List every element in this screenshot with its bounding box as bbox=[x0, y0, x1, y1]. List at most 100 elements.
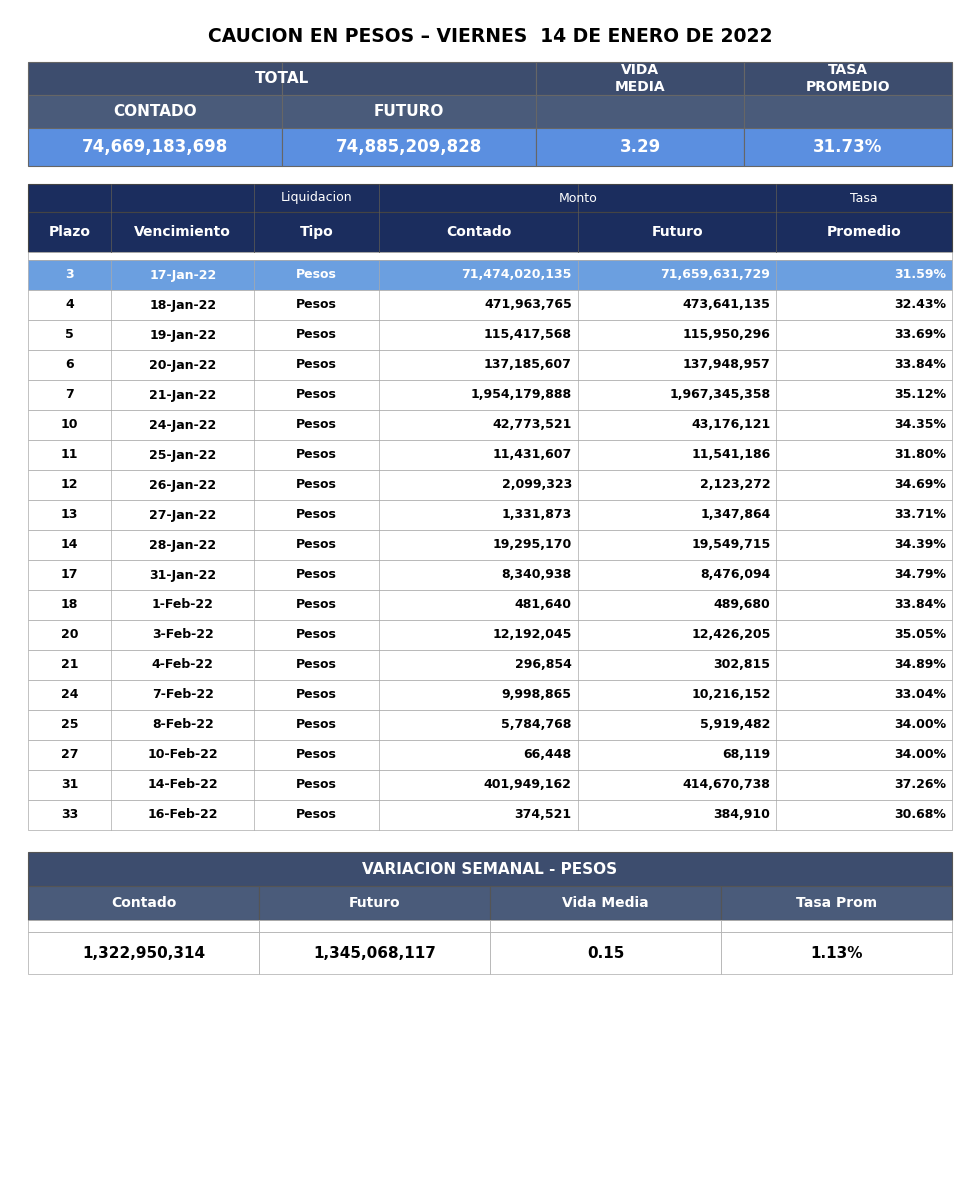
Text: 35.05%: 35.05% bbox=[894, 629, 946, 641]
Text: Tasa: Tasa bbox=[851, 192, 878, 205]
Text: Pesos: Pesos bbox=[296, 659, 337, 672]
Bar bbox=[721, 932, 952, 974]
Text: 34.39%: 34.39% bbox=[894, 538, 946, 551]
Text: 414,670,738: 414,670,738 bbox=[682, 779, 770, 792]
Text: 3.29: 3.29 bbox=[619, 138, 661, 156]
Text: Promedio: Promedio bbox=[827, 225, 902, 238]
Text: 14-Feb-22: 14-Feb-22 bbox=[147, 779, 219, 792]
Text: Pesos: Pesos bbox=[296, 569, 337, 581]
Bar bbox=[28, 320, 952, 350]
Text: 1,331,873: 1,331,873 bbox=[502, 508, 571, 521]
Text: 24-Jan-22: 24-Jan-22 bbox=[149, 418, 217, 431]
Text: 31-Jan-22: 31-Jan-22 bbox=[149, 569, 217, 581]
Text: 115,950,296: 115,950,296 bbox=[682, 328, 770, 341]
Text: Pesos: Pesos bbox=[296, 779, 337, 792]
Bar bbox=[28, 380, 952, 410]
Bar bbox=[721, 887, 952, 920]
Text: 33.84%: 33.84% bbox=[894, 599, 946, 611]
Bar bbox=[28, 710, 952, 740]
Text: 68,119: 68,119 bbox=[722, 749, 770, 762]
Bar bbox=[259, 887, 490, 920]
Text: Futuro: Futuro bbox=[652, 225, 703, 238]
Bar bbox=[28, 680, 952, 710]
Text: 384,910: 384,910 bbox=[713, 809, 770, 822]
Text: 37.26%: 37.26% bbox=[894, 779, 946, 792]
Bar bbox=[721, 920, 952, 932]
Bar bbox=[28, 62, 282, 95]
Text: 33: 33 bbox=[61, 809, 78, 822]
Text: 302,815: 302,815 bbox=[713, 659, 770, 672]
Text: Pesos: Pesos bbox=[296, 268, 337, 282]
Text: 115,417,568: 115,417,568 bbox=[484, 328, 571, 341]
Text: 34.00%: 34.00% bbox=[894, 719, 946, 732]
Text: 12,426,205: 12,426,205 bbox=[691, 629, 770, 641]
Bar bbox=[28, 440, 952, 470]
Text: 1,347,864: 1,347,864 bbox=[700, 508, 770, 521]
Text: Pesos: Pesos bbox=[296, 629, 337, 641]
Text: 12,192,045: 12,192,045 bbox=[492, 629, 571, 641]
Text: 11,431,607: 11,431,607 bbox=[493, 448, 571, 461]
Bar bbox=[744, 128, 952, 167]
Text: Liquidacion: Liquidacion bbox=[281, 192, 353, 205]
Text: 31: 31 bbox=[61, 779, 78, 792]
Text: 5: 5 bbox=[66, 328, 74, 341]
Text: Tasa Prom: Tasa Prom bbox=[796, 896, 877, 910]
Text: 9,998,865: 9,998,865 bbox=[502, 689, 571, 702]
Text: Pesos: Pesos bbox=[296, 418, 337, 431]
Bar bbox=[28, 621, 952, 651]
Text: Pesos: Pesos bbox=[296, 388, 337, 401]
Bar bbox=[744, 62, 952, 95]
Text: 1-Feb-22: 1-Feb-22 bbox=[152, 599, 214, 611]
Text: 8,476,094: 8,476,094 bbox=[700, 569, 770, 581]
Text: 10: 10 bbox=[61, 418, 78, 431]
Bar bbox=[28, 852, 952, 887]
Bar bbox=[259, 932, 490, 974]
Text: 296,854: 296,854 bbox=[514, 659, 571, 672]
Text: 17-Jan-22: 17-Jan-22 bbox=[149, 268, 217, 282]
Text: 71,659,631,729: 71,659,631,729 bbox=[661, 268, 770, 282]
Text: 473,641,135: 473,641,135 bbox=[682, 298, 770, 311]
Text: Pesos: Pesos bbox=[296, 358, 337, 371]
Text: Pesos: Pesos bbox=[296, 538, 337, 551]
Bar bbox=[490, 920, 721, 932]
Text: 26-Jan-22: 26-Jan-22 bbox=[149, 478, 217, 491]
Text: 27-Jan-22: 27-Jan-22 bbox=[149, 508, 217, 521]
Text: 16-Feb-22: 16-Feb-22 bbox=[148, 809, 218, 822]
Text: VIDA
MEDIA: VIDA MEDIA bbox=[614, 63, 665, 93]
Text: 1,954,179,888: 1,954,179,888 bbox=[470, 388, 571, 401]
Text: 25: 25 bbox=[61, 719, 78, 732]
Text: 12: 12 bbox=[61, 478, 78, 491]
Text: 20: 20 bbox=[61, 629, 78, 641]
Text: 14: 14 bbox=[61, 538, 78, 551]
Text: Pesos: Pesos bbox=[296, 448, 337, 461]
Text: 17: 17 bbox=[61, 569, 78, 581]
Bar bbox=[28, 651, 952, 680]
Text: 28-Jan-22: 28-Jan-22 bbox=[149, 538, 217, 551]
Bar bbox=[536, 128, 744, 167]
Text: 19-Jan-22: 19-Jan-22 bbox=[149, 328, 217, 341]
Text: 374,521: 374,521 bbox=[514, 809, 571, 822]
Bar bbox=[28, 260, 952, 290]
Text: 71,474,020,135: 71,474,020,135 bbox=[462, 268, 571, 282]
Text: CAUCION EN PESOS – VIERNES  14 DE ENERO DE 2022: CAUCION EN PESOS – VIERNES 14 DE ENERO D… bbox=[208, 26, 772, 46]
Text: 25-Jan-22: 25-Jan-22 bbox=[149, 448, 217, 461]
Bar bbox=[536, 62, 744, 95]
Text: 34.35%: 34.35% bbox=[894, 418, 946, 431]
Text: Tipo: Tipo bbox=[300, 225, 333, 238]
Text: Vida Media: Vida Media bbox=[563, 896, 649, 910]
Text: 74,885,209,828: 74,885,209,828 bbox=[336, 138, 482, 156]
Text: 1,345,068,117: 1,345,068,117 bbox=[313, 945, 436, 961]
Bar bbox=[28, 740, 952, 770]
Text: TOTAL: TOTAL bbox=[255, 71, 310, 86]
Text: 401,949,162: 401,949,162 bbox=[484, 779, 571, 792]
Bar bbox=[28, 252, 952, 260]
Text: 3-Feb-22: 3-Feb-22 bbox=[152, 629, 214, 641]
Text: 18: 18 bbox=[61, 599, 78, 611]
Text: Futuro: Futuro bbox=[349, 896, 400, 910]
Text: 489,680: 489,680 bbox=[713, 599, 770, 611]
Text: 19,549,715: 19,549,715 bbox=[691, 538, 770, 551]
Text: Vencimiento: Vencimiento bbox=[134, 225, 231, 238]
Bar bbox=[28, 932, 259, 974]
Text: 31.59%: 31.59% bbox=[894, 268, 946, 282]
Text: 2,123,272: 2,123,272 bbox=[700, 478, 770, 491]
